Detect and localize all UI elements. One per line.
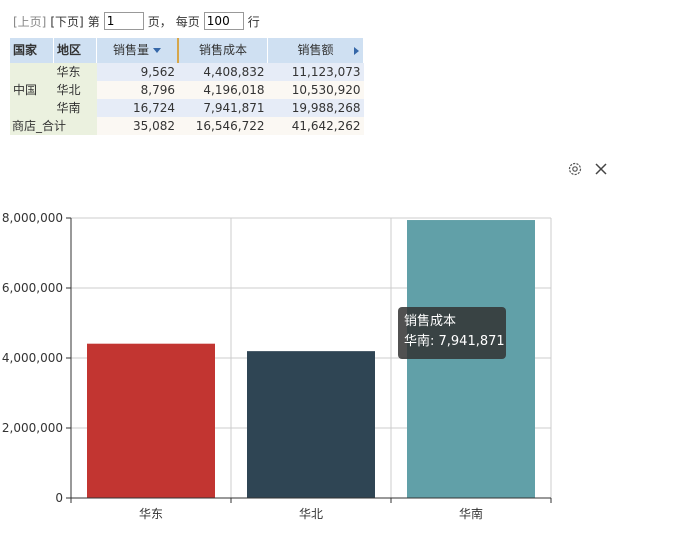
y-tick-label: 2,000,000 [2, 421, 63, 435]
rows-per-page-input[interactable] [203, 12, 244, 30]
bar-1 [87, 343, 215, 498]
cell-qty: 9,562 [96, 63, 178, 81]
cell-region: 华东 [53, 63, 97, 81]
cell-country: 中国 [10, 63, 54, 117]
header-qty[interactable]: 销售量 [96, 38, 179, 63]
cell-total-qty: 35,082 [96, 117, 178, 135]
page-number-input[interactable] [103, 12, 144, 30]
table-header-row: 国家 地区 销售量 销售成本 销售额 [10, 38, 364, 63]
y-tick-label: 8,000,000 [2, 211, 63, 225]
tooltip-text: 华南: 7,941,871 [404, 334, 505, 349]
cell-sales: 10,530,920 [267, 81, 364, 99]
cell-cost: 4,196,018 [178, 81, 268, 99]
cell-cost: 4,408,832 [178, 63, 268, 81]
y-tick-label: 6,000,000 [2, 281, 63, 295]
cell-total-sales: 41,642,262 [267, 117, 364, 135]
x-tick-label: 华北 [299, 507, 323, 521]
page-suffix: 页， [147, 14, 172, 29]
cell-qty: 16,724 [96, 99, 178, 117]
table-row: 华北 8,796 4,196,018 10,530,920 [10, 81, 364, 99]
per-page-prefix: 每页 [175, 14, 200, 29]
cell-cost: 7,941,871 [178, 99, 268, 117]
header-qty-label: 销售量 [112, 43, 149, 57]
cell-sales: 19,988,268 [267, 99, 364, 117]
table-row: 中国 华东 9,562 4,408,832 11,123,073 [10, 63, 364, 117]
cell-region: 华南 [53, 99, 97, 117]
cell-qty: 8,796 [96, 81, 178, 99]
chart-toolbar [566, 160, 610, 178]
expand-right-icon[interactable] [354, 47, 359, 55]
table-total-row: 商店_合计 35,082 16,546,722 41,642,262 [10, 117, 364, 135]
y-tick-label: 0 [55, 491, 63, 505]
cell-total-cost: 16,546,722 [178, 117, 268, 135]
cell-total-label: 商店_合计 [10, 117, 97, 135]
x-tick-label: 华东 [139, 507, 163, 521]
bar-3 [407, 220, 535, 498]
tooltip-title: 销售成本 [404, 314, 457, 329]
y-tick-label: 4,000,000 [2, 351, 63, 365]
header-country[interactable]: 国家 [10, 38, 54, 63]
header-region[interactable]: 地区 [53, 38, 97, 63]
header-sales[interactable]: 销售额 [267, 38, 364, 63]
header-sales-label: 销售额 [297, 43, 334, 57]
sort-desc-icon[interactable] [153, 48, 161, 53]
header-cost[interactable]: 销售成本 [178, 38, 268, 63]
chart-tooltip: 销售成本 华南: 7,941,871 [398, 307, 506, 359]
table-row: 华南 16,724 7,941,871 19,988,268 [10, 99, 364, 117]
per-page-suffix: 行 [247, 14, 260, 29]
gear-icon[interactable] [566, 160, 584, 178]
cell-sales: 11,123,073 [267, 63, 364, 81]
crosstab-table: 国家 地区 销售量 销售成本 销售额 中国 华东 9,562 4,408,832… [10, 38, 364, 135]
pager: [上页] [下页] 第 页， 每页 行 [13, 11, 260, 31]
next-page-link[interactable]: [下页] [50, 14, 84, 29]
close-icon[interactable] [592, 160, 610, 178]
bar-2 [247, 351, 375, 498]
page-prefix: 第 [87, 14, 100, 29]
bar-chart: 0 2,000,000 4,000,000 6,000,000 8,000,000 华东 华… [2, 211, 552, 521]
prev-page-link[interactable]: [上页] [13, 14, 47, 29]
x-tick-label: 华南 [459, 506, 483, 521]
cell-region: 华北 [53, 81, 97, 99]
